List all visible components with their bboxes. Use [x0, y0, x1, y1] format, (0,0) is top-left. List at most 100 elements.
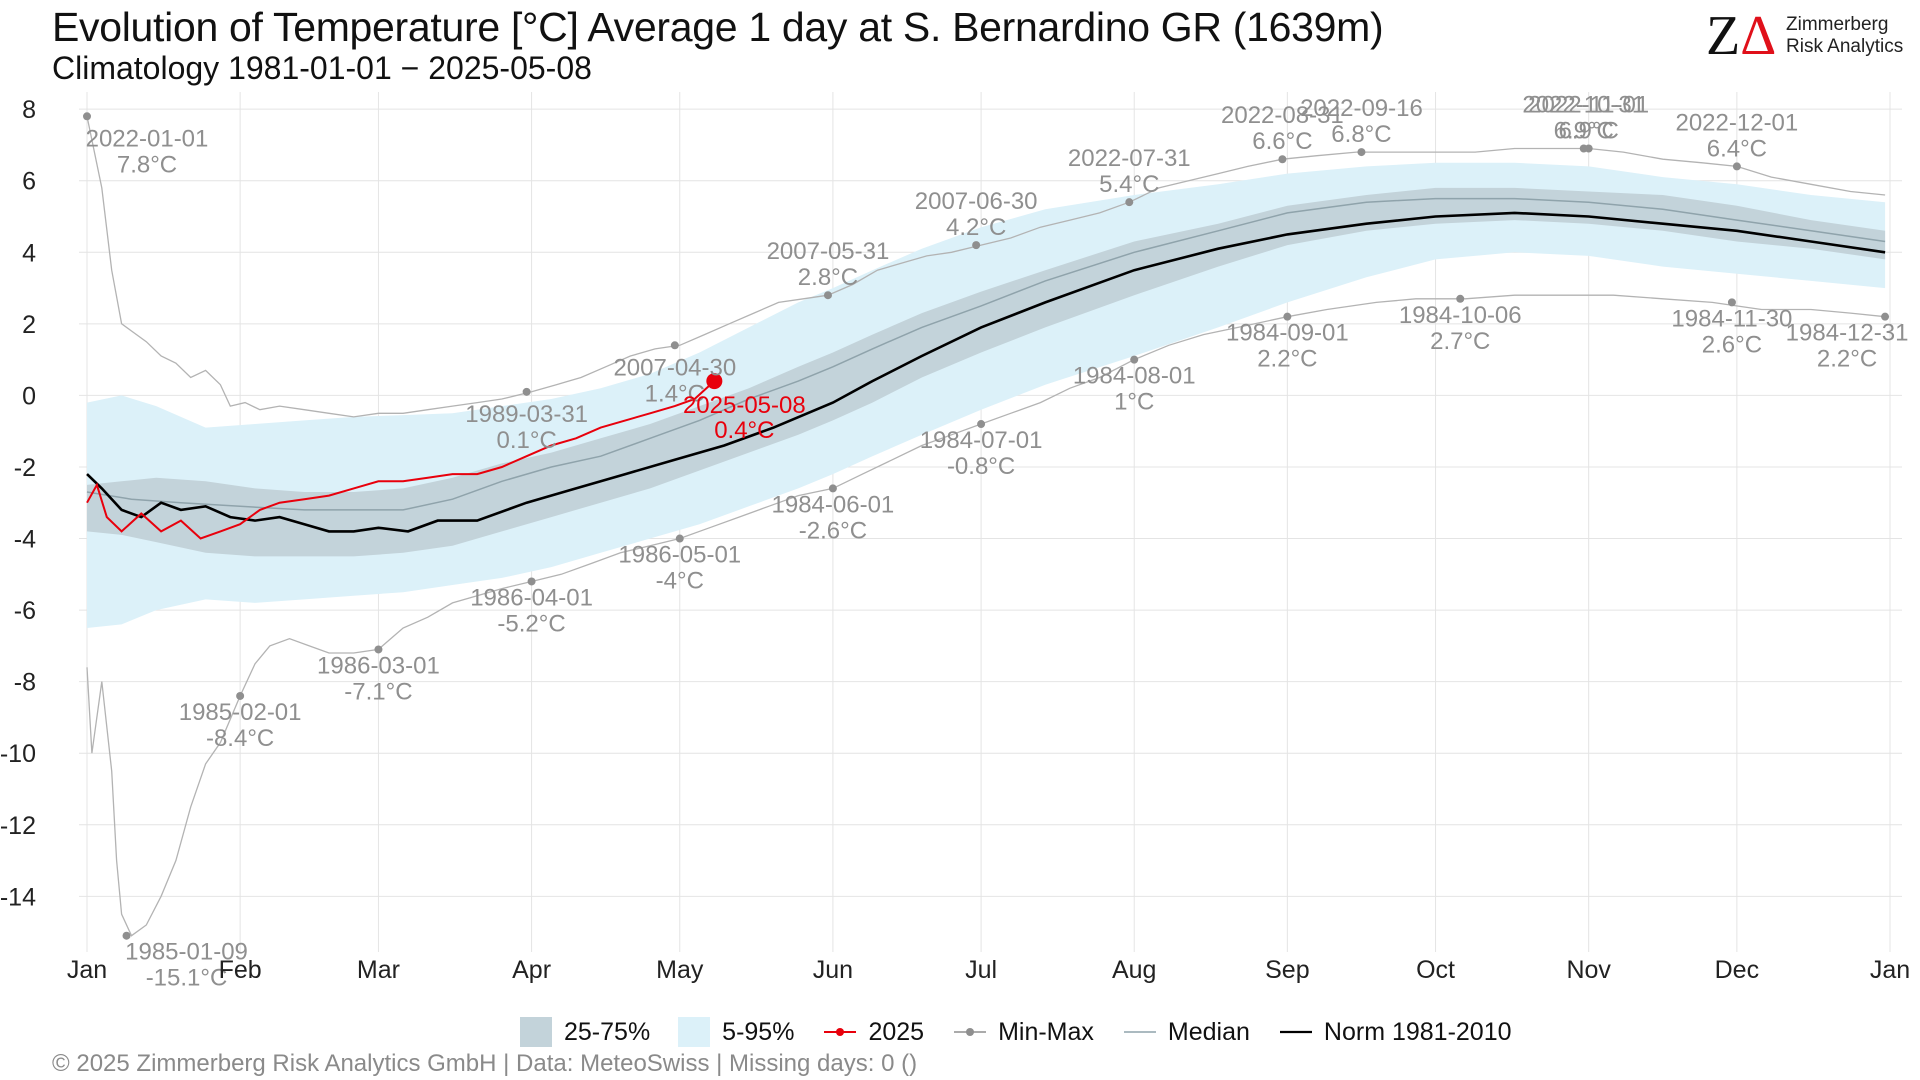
x-tick-label: Apr — [512, 956, 551, 984]
min-label-value: -8.4°C — [206, 725, 274, 752]
min-label-date: 1984-12-31 — [1786, 320, 1909, 347]
max-label-date: 2007-06-30 — [915, 188, 1038, 215]
min-label-date: 1985-02-01 — [179, 699, 302, 726]
min-point — [1881, 312, 1890, 321]
max-label-date: 2007-04-30 — [613, 354, 736, 381]
max-point — [1125, 198, 1134, 207]
max-label-date: 2022-11-01 — [1528, 92, 1649, 119]
max-label-value: 6.9°C — [1559, 118, 1619, 145]
max-point — [1278, 155, 1287, 164]
median-line — [86, 197, 1886, 511]
min-point — [675, 534, 684, 543]
band-25-75 — [87, 187, 1886, 557]
max-label-value: 0.1°C — [496, 427, 556, 454]
y-tick-label: 4 — [22, 239, 36, 267]
axis-labels: 8 6 4 2 0 -2 -4 -6 -8 -10 -12 -14 Jan Feb Mar Apr May Jun… — [0, 96, 1910, 984]
max-label-date: 1989-03-31 — [465, 401, 588, 428]
min-point — [977, 420, 986, 429]
min-label-value: 2.2°C — [1817, 346, 1877, 373]
y-tick-label: 2 — [22, 311, 36, 339]
x-tick-label: Feb — [219, 956, 262, 984]
chart-subtitle: Climatology 1981-01-01 − 2025-05-08 — [52, 50, 592, 86]
max-label-date: 2022-08-31 — [1221, 102, 1344, 129]
x-tick-label: Jan — [1870, 956, 1910, 984]
min-point — [1283, 312, 1292, 321]
legend-swatch-2025 — [824, 1028, 857, 1036]
min-label-value: -5.2°C — [497, 610, 565, 637]
current-label-value: 0.4°C — [714, 417, 774, 444]
legend-item-25-75: 25-75% — [520, 1017, 650, 1047]
min-label-value: -7.1°C — [344, 678, 412, 705]
legend-item-norm: Norm 1981-2010 — [1278, 1018, 1512, 1047]
x-tick-label: Dec — [1715, 956, 1759, 984]
series-lines — [86, 116, 1886, 937]
annotation-points — [83, 112, 1890, 940]
min-point — [122, 931, 131, 940]
max-label-date: 2022-10-31 — [1522, 92, 1645, 119]
max-label-value: 2.8°C — [798, 264, 858, 291]
max-label-value: 6.8°C — [1331, 121, 1391, 148]
company-logo: ZΔ Zimmerberg Risk Analytics — [1706, 8, 1906, 64]
min-label-date: 1984-10-06 — [1399, 302, 1522, 329]
y-tick-label: 8 — [22, 96, 36, 124]
y-tick-label: -14 — [0, 883, 36, 911]
legend-item-2025: 2025 — [822, 1018, 924, 1047]
max-line — [86, 116, 1886, 418]
min-point — [828, 484, 837, 493]
current-year-line — [86, 380, 715, 540]
current-year-end-point — [706, 373, 723, 390]
legend-swatch-25-75 — [520, 1017, 552, 1047]
chart-title: Evolution of Temperature [°C] Average 1 … — [52, 4, 1384, 50]
x-tick-label: Jan — [67, 956, 107, 984]
max-point — [83, 112, 91, 121]
min-label-date: 1984-11-30 — [1671, 305, 1792, 332]
max-label-value: 5.4°C — [1099, 171, 1159, 198]
x-tick-label: Mar — [357, 956, 400, 984]
y-tick-label: -4 — [14, 526, 36, 554]
max-point — [1732, 162, 1741, 171]
min-label-date: 1986-03-01 — [317, 652, 440, 679]
min-label-date: 1984-07-01 — [920, 427, 1043, 454]
max-point — [670, 341, 679, 350]
max-point — [1357, 148, 1366, 157]
max-label-date: 2007-05-31 — [767, 238, 890, 265]
x-tick-label: Nov — [1566, 956, 1611, 984]
min-line — [86, 294, 1886, 937]
max-point — [522, 387, 531, 396]
min-label-date: 1984-06-01 — [772, 491, 895, 518]
x-tick-label: Aug — [1112, 956, 1156, 984]
min-label-value: 2.6°C — [1702, 331, 1762, 358]
max-label-date: 2022-09-16 — [1300, 95, 1423, 122]
min-label-value: -15.1°C — [146, 965, 228, 992]
max-label-value: 4.2°C — [946, 214, 1006, 241]
y-tick-label: -10 — [0, 740, 36, 768]
min-point — [236, 691, 245, 700]
min-label-date: 1984-09-01 — [1226, 320, 1349, 347]
max-label-date: 2022-12-01 — [1675, 109, 1798, 136]
min-point — [527, 577, 536, 586]
legend-item-5-95: 5-95% — [678, 1017, 794, 1047]
min-label-date: 1985-01-09 — [125, 939, 248, 966]
min-label-value: 2.2°C — [1257, 346, 1317, 373]
y-tick-label: -2 — [14, 454, 36, 482]
norm-line — [86, 211, 1886, 533]
legend-item-median: Median — [1122, 1018, 1250, 1047]
min-point — [1456, 294, 1465, 303]
x-tick-label: Jun — [813, 956, 853, 984]
temperature-chart: 2022-01-017.8°C 1989-03-310.1°C 2007-04-30… — [0, 92, 1910, 992]
max-label-value: 6.6°C — [1252, 128, 1312, 155]
legend-swatch-5-95 — [678, 1017, 711, 1047]
min-point — [1727, 298, 1736, 307]
min-point — [374, 645, 383, 654]
min-label-value: -0.8°C — [947, 453, 1015, 480]
chart-legend: 25-75% 5-95% 2025 Min-Max Median Norm 19… — [520, 1012, 1540, 1052]
y-tick-label: 6 — [22, 168, 36, 196]
min-label-date: 1986-05-01 — [618, 542, 741, 569]
max-point — [1584, 144, 1593, 153]
footer-credits: © 2025 Zimmerberg Risk Analytics GmbH | … — [52, 1050, 918, 1077]
current-label-date: 2025-05-08 — [683, 392, 806, 419]
x-tick-label: Oct — [1416, 956, 1455, 984]
legend-item-minmax: Min-Max — [952, 1018, 1094, 1047]
min-point — [1130, 355, 1139, 364]
y-tick-label: -6 — [14, 597, 36, 625]
